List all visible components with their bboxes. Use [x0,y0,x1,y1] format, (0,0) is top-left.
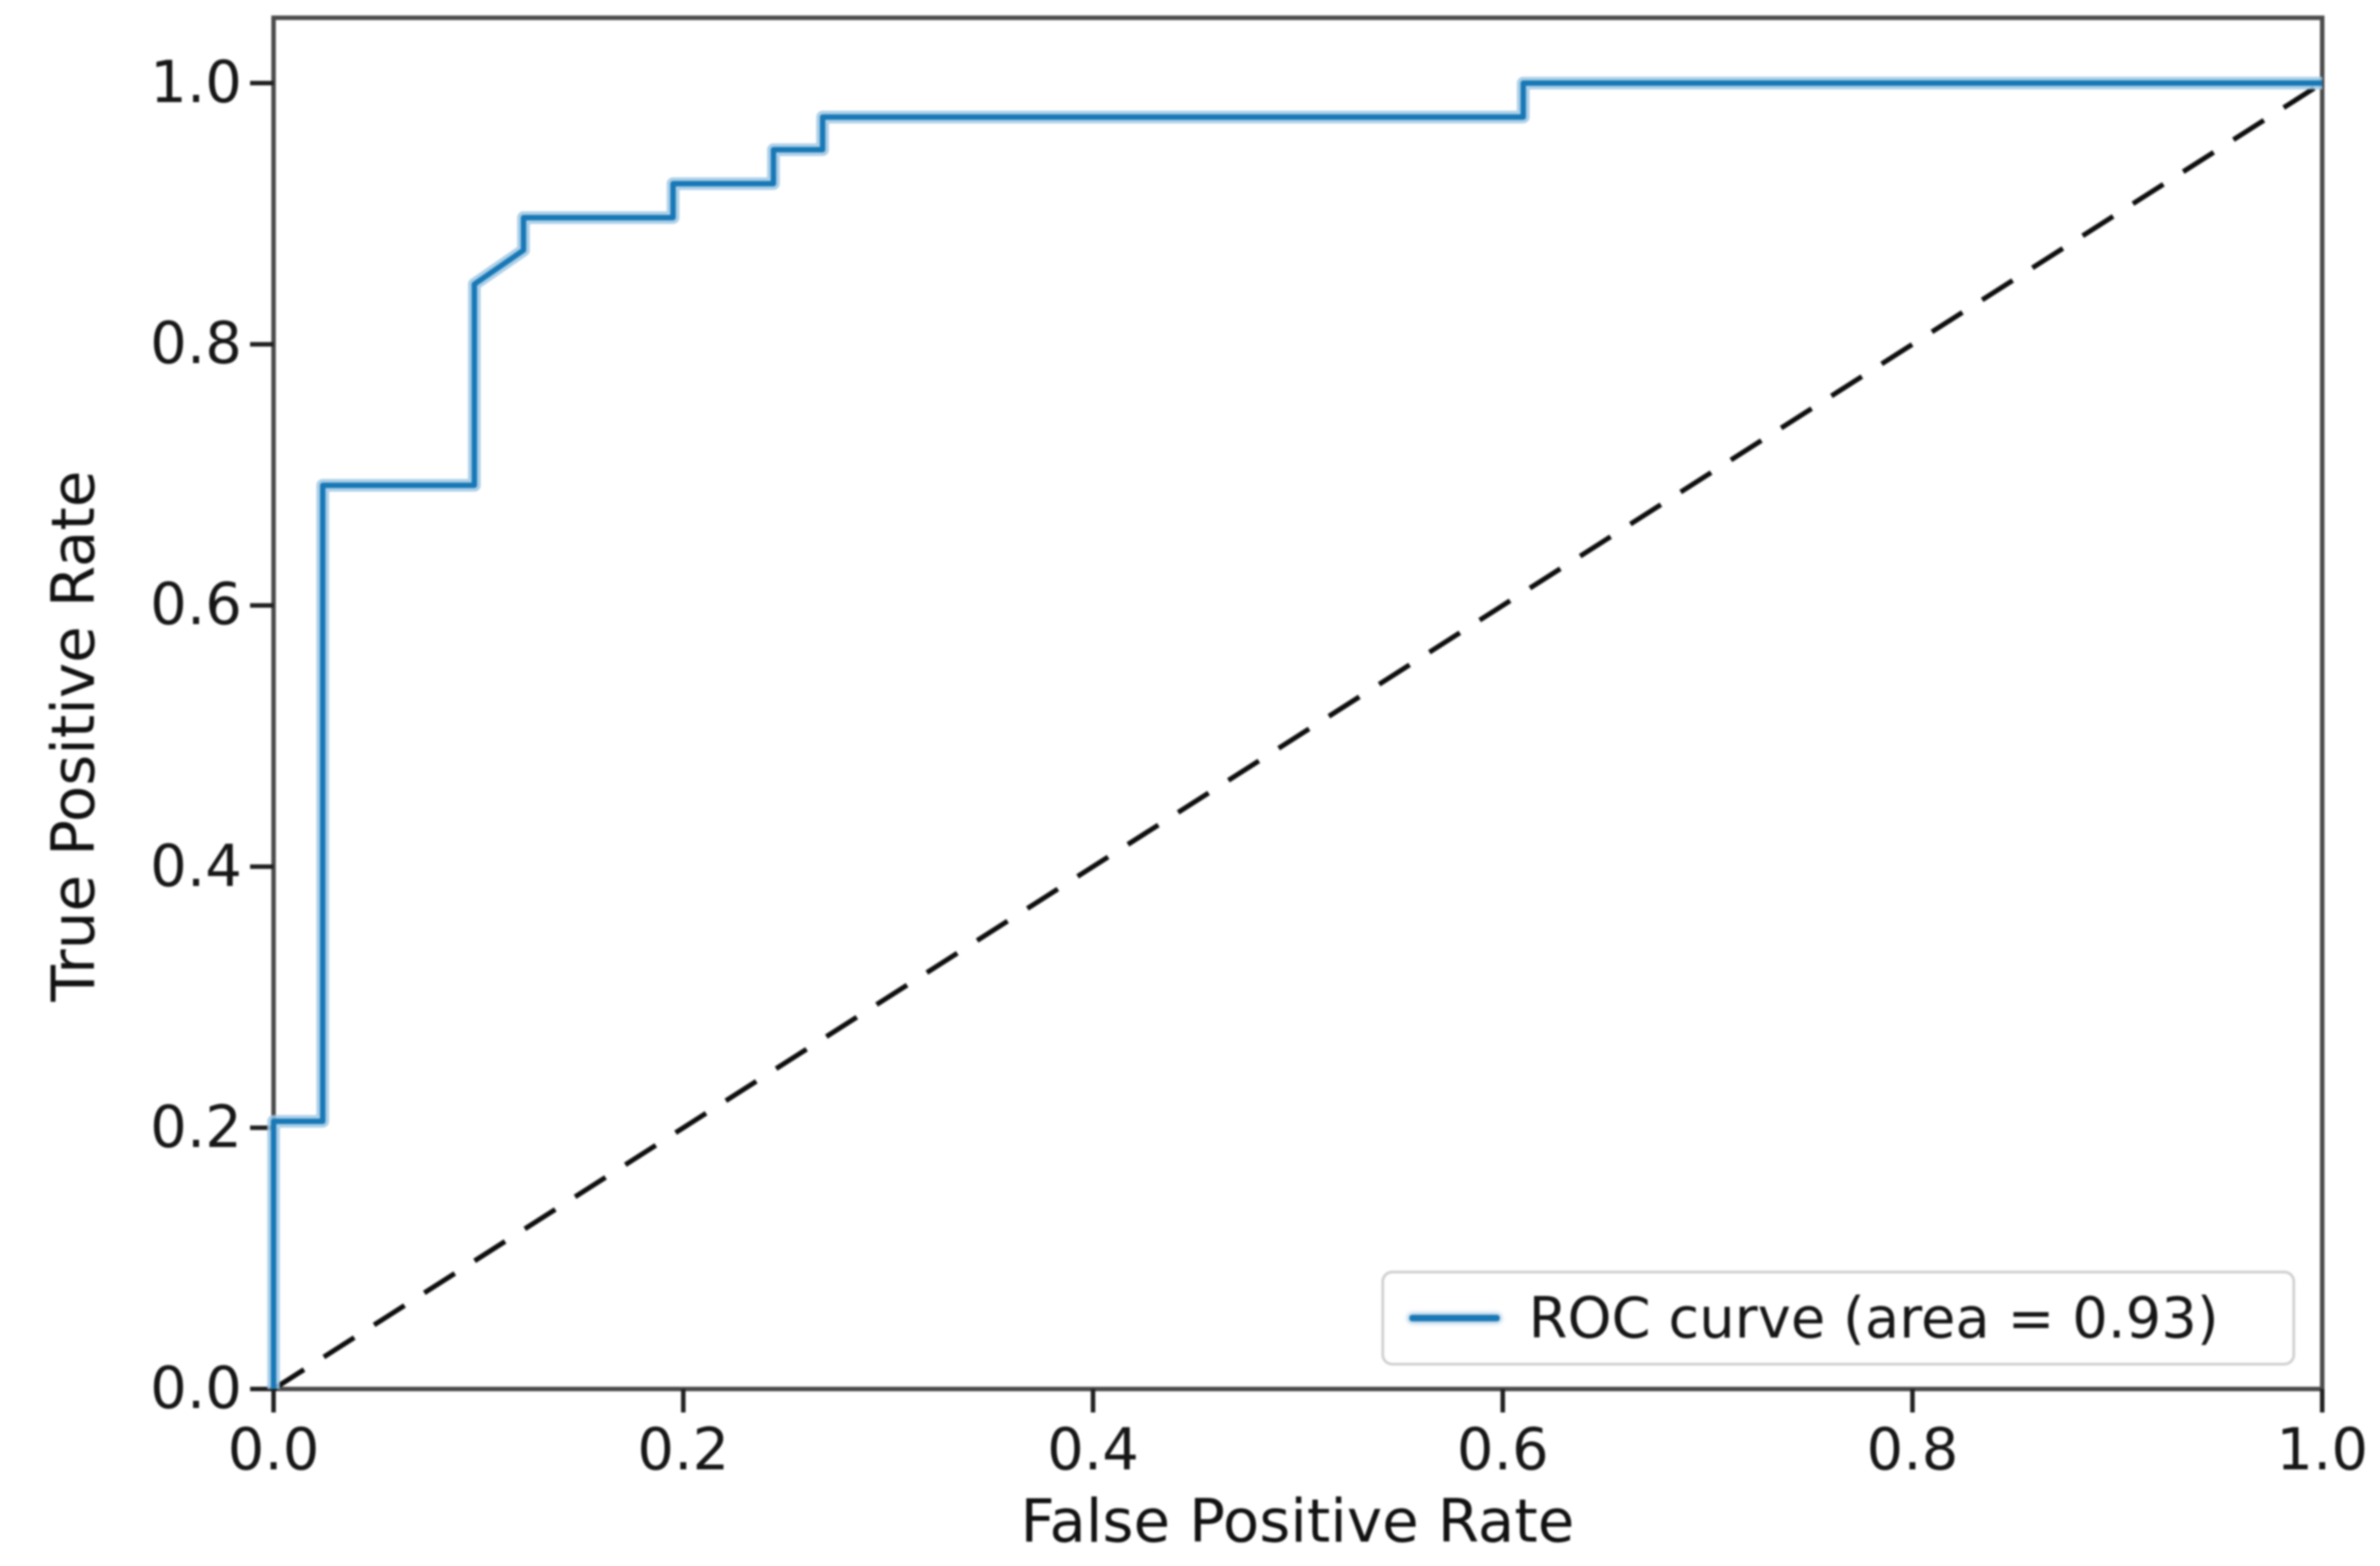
y-tick-label: 1.0 [150,50,242,117]
chance-line [272,80,2324,1392]
roc-curve-line [271,80,2322,1389]
legend-box: ROC curve (area = 0.93) [1381,1271,2295,1366]
x-tick-label: 0.6 [1456,1417,1549,1484]
x-tick-label: 0.2 [637,1417,730,1484]
x-tick-label: 0.8 [1866,1417,1959,1484]
y-tick-label: 0.8 [150,311,242,378]
x-tick-label: 1.0 [2276,1417,2368,1484]
legend-roc-line-sample [1409,1315,1500,1321]
y-tick-label: 0.6 [150,572,242,639]
y-tick-label: 0.2 [150,1094,242,1161]
y-axis-title: True Positive Rate [39,471,108,1002]
legend-label: ROC curve (area = 0.93) [1529,1285,2219,1351]
x-tick-label: 0.0 [228,1417,320,1484]
x-tick-label: 0.4 [1046,1417,1139,1484]
x-axis-title: False Positive Rate [1020,1487,1575,1556]
y-tick-label: 0.4 [150,833,242,900]
axes-frame [271,15,2325,1392]
y-tick-label: 0.0 [150,1356,242,1422]
